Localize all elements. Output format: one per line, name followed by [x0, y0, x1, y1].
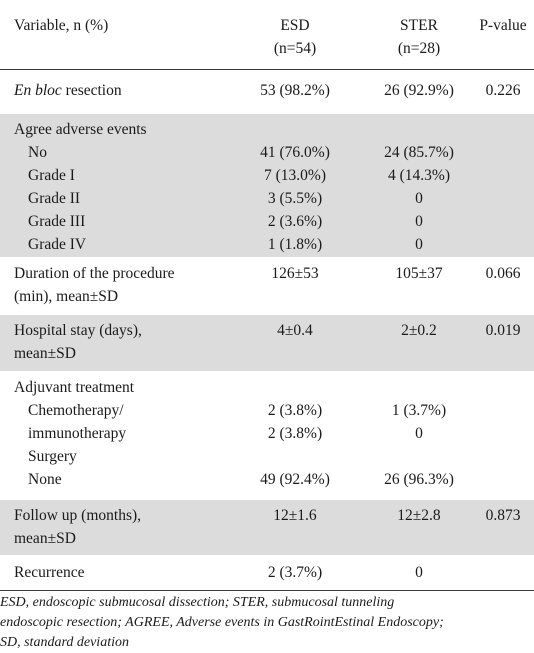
group-title: Agree adverse events: [14, 120, 147, 138]
cell-esd: 4±0.4: [224, 314, 366, 372]
value: 1 (1.8%): [267, 235, 323, 253]
cell-ster: 0: [415, 563, 423, 581]
cell-esd: 41 (76.0%) 7 (13.0%) 3 (5.5%) 2 (3.6%) 1…: [224, 113, 366, 258]
row-label-rest: resection: [61, 81, 122, 99]
cell-esd: 12±1.6: [224, 499, 366, 556]
header-pvalue: P-value: [472, 0, 534, 70]
value: 2 (3.8%): [267, 424, 323, 442]
cell-ster: 1 (3.7%) 0 26 (96.3%): [366, 371, 472, 500]
row-label-line2: mean±SD: [14, 344, 76, 362]
row-label-line2: mean±SD: [14, 529, 76, 547]
cell-pvalue: [472, 371, 534, 500]
cell-pvalue: 0.019: [472, 314, 534, 372]
table-row-follow-up: Follow up (months), mean±SD 12±1.6 12±2.…: [0, 499, 534, 556]
table-row-agree: Agree adverse events No Grade I Grade II…: [0, 113, 534, 258]
sub-label: Grade III: [28, 212, 86, 230]
cell-esd: 126±53: [224, 257, 366, 315]
value: 2 (3.8%): [267, 401, 323, 419]
sub-label: None: [28, 470, 62, 488]
header-variable: Variable, n (%): [0, 0, 224, 70]
sub-label: No: [28, 143, 47, 161]
row-label: En bloc resection: [0, 69, 224, 114]
table-row-recurrence: Recurrence 2 (3.7%) 0: [0, 555, 534, 590]
table-row-en-bloc: En bloc resection 53 (98.2%) 26 (92.9%) …: [0, 69, 534, 114]
sub-label: immunotherapy: [28, 424, 127, 442]
value: 3 (5.5%): [267, 189, 323, 207]
cell-esd: 2 (3.8%) 2 (3.8%) 49 (92.4%): [224, 371, 366, 500]
value: 2 (3.6%): [267, 212, 323, 230]
cell-ster: 26 (92.9%): [366, 69, 472, 114]
cell-pvalue: 0.226: [472, 69, 534, 114]
header-esd-n: (n=54): [273, 40, 317, 57]
cell-pvalue: 0.066: [472, 257, 534, 315]
cell-pvalue: [472, 555, 534, 590]
cell-ster: 24 (85.7%) 4 (14.3%) 0 0 0: [366, 113, 472, 258]
footnote-line: SD, standard deviation: [0, 635, 129, 650]
sub-label: Grade II: [28, 189, 81, 207]
value: 26 (96.3%): [384, 470, 454, 488]
row-label: Follow up (months), mean±SD: [0, 499, 224, 556]
sub-label: Grade I: [28, 166, 75, 184]
cell-esd: 2 (3.7%): [267, 563, 323, 581]
row-label: Hospital stay (days), mean±SD: [0, 314, 224, 372]
row-label: Adjuvant treatment Chemotherapy/ immunot…: [0, 371, 224, 500]
sub-label: Chemotherapy/: [28, 401, 124, 419]
row-label: Agree adverse events No Grade I Grade II…: [0, 113, 224, 258]
value: 49 (92.4%): [260, 470, 330, 488]
value: 0: [415, 189, 423, 207]
results-table: Variable, n (%) ESD (n=54) STER (n=28) P…: [0, 0, 534, 590]
value: 4 (14.3%): [388, 166, 450, 184]
cell-ster: 12±2.8: [366, 499, 472, 556]
header-esd-label: ESD: [280, 17, 310, 34]
header-ster-n: (n=28): [397, 40, 441, 57]
sub-label: Surgery: [28, 447, 77, 465]
cell-pvalue: [472, 113, 534, 258]
table-header-row: Variable, n (%) ESD (n=54) STER (n=28) P…: [0, 0, 534, 70]
footnote-line: ESD, endoscopic submucosal dissection; S…: [0, 595, 395, 610]
table-row-adjuvant: Adjuvant treatment Chemotherapy/ immunot…: [0, 371, 534, 500]
footnote-line: endoscopic resection; AGREE, Adverse eve…: [0, 615, 444, 630]
cell-esd: 53 (98.2%): [224, 69, 366, 114]
header-ster: STER (n=28): [366, 0, 472, 70]
header-ster-label: STER: [400, 17, 438, 34]
header-esd: ESD (n=54): [224, 0, 366, 70]
row-label: Recurrence: [14, 563, 85, 581]
value: 41 (76.0%): [260, 143, 330, 161]
value: 0: [415, 424, 423, 442]
cell-ster: 2±0.2: [366, 314, 472, 372]
sub-label: Grade IV: [28, 235, 87, 253]
row-label-line1: Duration of the procedure: [14, 264, 175, 282]
value: 7 (13.0%): [264, 166, 326, 184]
group-title: Adjuvant treatment: [14, 378, 135, 396]
table-row-duration: Duration of the procedure (min), mean±SD…: [0, 257, 534, 315]
row-label: Duration of the procedure (min), mean±SD: [0, 257, 224, 315]
cell-pvalue: 0.873: [472, 499, 534, 556]
value: 24 (85.7%): [384, 143, 454, 161]
value: 0: [415, 212, 423, 230]
cell-ster: 105±37: [366, 257, 472, 315]
table-row-hospital-stay: Hospital stay (days), mean±SD 4±0.4 2±0.…: [0, 314, 534, 372]
table-footnote: ESD, endoscopic submucosal dissection; S…: [0, 590, 534, 653]
row-label-line2: (min), mean±SD: [14, 287, 119, 305]
value: 0: [415, 235, 423, 253]
row-label-line1: Hospital stay (days),: [14, 321, 142, 339]
row-label-italic: En bloc: [14, 81, 62, 99]
row-label-line1: Follow up (months),: [14, 506, 142, 524]
value: 1 (3.7%): [391, 401, 447, 419]
